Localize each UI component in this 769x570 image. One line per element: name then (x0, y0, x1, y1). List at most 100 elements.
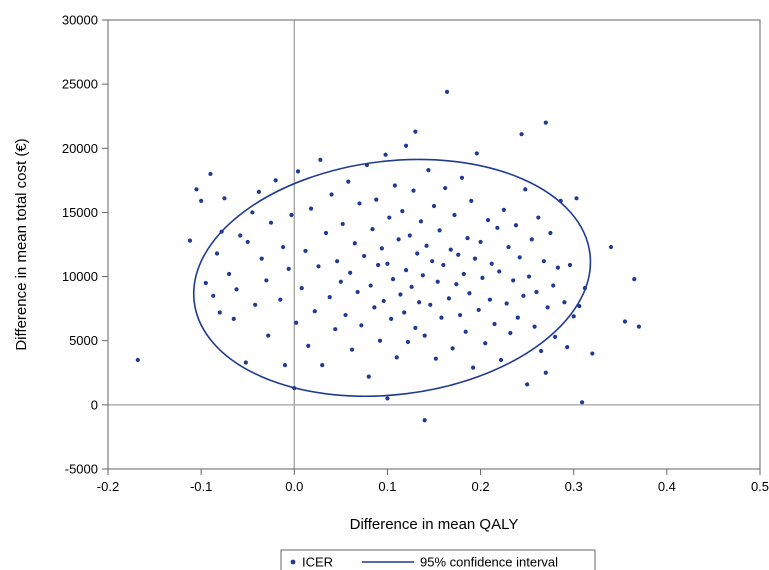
data-point (543, 370, 548, 375)
data-point (340, 221, 345, 227)
data-point (349, 347, 355, 352)
data-point (389, 316, 394, 322)
data-point (463, 329, 468, 334)
data-point (273, 178, 278, 183)
data-point (278, 297, 283, 302)
y-tick-label: 30000 (62, 13, 98, 28)
data-point (372, 305, 377, 310)
data-point (355, 289, 360, 295)
data-point (430, 259, 435, 264)
data-point (525, 382, 530, 387)
data-point (590, 351, 595, 356)
data-point (282, 362, 288, 368)
data-point (433, 356, 438, 361)
data-point (226, 271, 232, 277)
data-point (474, 151, 479, 156)
data-point (435, 279, 440, 284)
data-point (444, 89, 450, 94)
plot-frame (107, 19, 761, 470)
data-point (253, 302, 258, 307)
data-point (632, 277, 637, 282)
data-point (370, 227, 375, 232)
y-axis: -5000 0 5000 10000 15000 20000 25000 30000 (62, 13, 108, 477)
data-point (558, 198, 563, 203)
data-point (439, 315, 444, 320)
data-point (208, 171, 213, 177)
x-tick-label: 0.1 (378, 479, 396, 494)
data-point (352, 241, 357, 246)
data-point (501, 207, 506, 212)
y-tick-label: 10000 (62, 269, 98, 284)
data-point (622, 319, 628, 324)
data-point (238, 233, 243, 238)
data-point (495, 225, 500, 230)
data-point (266, 333, 271, 338)
data-point (523, 187, 528, 192)
data-point (471, 365, 476, 370)
data-point (333, 327, 338, 332)
data-point (545, 305, 550, 310)
data-point (286, 266, 291, 271)
data-point (135, 357, 140, 363)
data-point (219, 229, 224, 234)
data-point (383, 152, 388, 157)
data-point (398, 292, 403, 297)
x-tick-label: -0.2 (97, 479, 119, 494)
data-point (357, 201, 362, 206)
x-axis: -0.2 -0.1 0.0 0.1 0.2 0.3 0.4 0.5 (97, 469, 769, 494)
data-point (529, 237, 534, 242)
data-point (379, 246, 384, 251)
data-point (450, 346, 455, 351)
data-point (579, 400, 585, 405)
data-point (403, 268, 409, 273)
data-point (571, 314, 576, 319)
data-point (403, 143, 409, 148)
data-point (338, 279, 343, 284)
data-point (506, 244, 511, 250)
data-point (295, 169, 301, 174)
data-point (400, 209, 405, 214)
data-point (418, 219, 424, 224)
data-point (362, 253, 367, 259)
data-point (385, 261, 390, 266)
data-point (541, 259, 547, 264)
data-point (199, 198, 204, 203)
data-point (437, 228, 442, 233)
data-point (396, 237, 401, 242)
data-point (485, 218, 491, 223)
data-point (292, 386, 297, 391)
data-point (411, 188, 416, 193)
data-point (413, 129, 418, 134)
data-point (289, 212, 294, 218)
data-point (281, 244, 286, 250)
data-point (318, 157, 323, 162)
data-point (376, 262, 381, 268)
data-point (377, 338, 383, 343)
data-point (519, 132, 524, 137)
data-point (492, 321, 497, 327)
data-point (346, 179, 351, 184)
data-point (316, 264, 321, 269)
data-point (539, 348, 544, 354)
data-point (211, 293, 216, 298)
data-point (323, 230, 329, 236)
data-point (515, 315, 520, 320)
data-point (526, 274, 532, 279)
data-point (543, 120, 548, 125)
data-point (582, 286, 587, 291)
data-point (565, 345, 570, 350)
data-point (536, 215, 541, 220)
data-point (574, 196, 579, 201)
y-tick-label: 15000 (62, 205, 98, 220)
data-point (498, 357, 504, 363)
data-point (521, 293, 526, 298)
y-tick-label: -5000 (65, 462, 98, 477)
confidence-ellipse (192, 158, 592, 398)
data-point (567, 262, 573, 268)
data-point (234, 287, 239, 292)
data-point (428, 302, 433, 307)
data-point (407, 233, 412, 238)
data-point (420, 273, 425, 278)
data-point (264, 278, 269, 283)
